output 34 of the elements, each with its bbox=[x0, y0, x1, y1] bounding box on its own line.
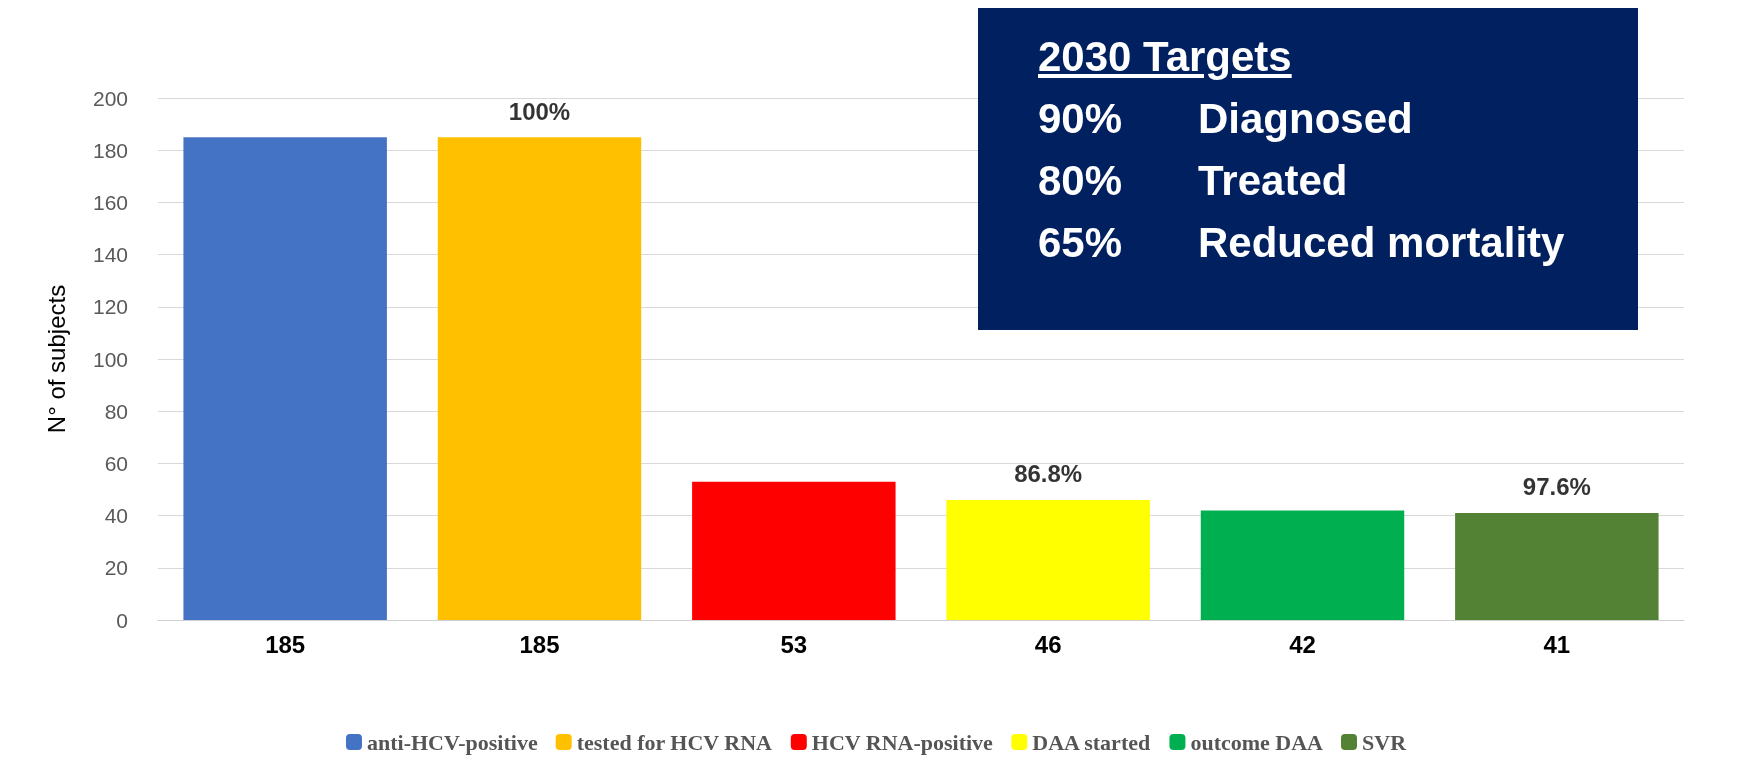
y-tick-label: 40 bbox=[104, 504, 128, 528]
annotation: 86.8% bbox=[1014, 460, 1083, 488]
annotation: Diagnosed bbox=[1198, 94, 1413, 144]
data-label: 46 bbox=[1034, 630, 1062, 658]
y-tick-label: 60 bbox=[104, 451, 128, 475]
y-tick-label: 20 bbox=[104, 556, 128, 580]
y-tick-label: 180 bbox=[92, 138, 128, 162]
y-tick-label: 120 bbox=[92, 295, 128, 319]
data-label: 42 bbox=[1289, 630, 1316, 658]
data-label: 185 bbox=[519, 630, 560, 658]
legend-label: SVR bbox=[1362, 729, 1408, 755]
annotation: Treated bbox=[1198, 156, 1348, 206]
annotation: Reduced mortality bbox=[1198, 218, 1565, 268]
annotation: 80% bbox=[1038, 156, 1124, 206]
y-tick-label: 200 bbox=[92, 86, 128, 110]
annotation: 65% bbox=[1038, 218, 1124, 268]
y-tick-label: 100 bbox=[92, 347, 128, 371]
y-axis-title: N° of subjects bbox=[42, 284, 70, 434]
y-tick-label: 80 bbox=[104, 399, 128, 423]
legend-label: anti-HCV-positive bbox=[366, 729, 538, 755]
data-label: 185 bbox=[265, 630, 306, 658]
legend-label: tested for HCV RNA bbox=[576, 729, 773, 755]
text: 2030 Targets bbox=[1038, 33, 1292, 80]
data-label: 53 bbox=[780, 630, 808, 658]
annotation: 90% bbox=[1038, 94, 1124, 144]
annotation: 100% bbox=[508, 97, 571, 125]
annotation: 97.6% bbox=[1522, 473, 1591, 501]
data-label: 41 bbox=[1543, 630, 1571, 658]
legend-label: DAA started bbox=[1032, 729, 1151, 755]
legend-label: outcome DAA bbox=[1190, 729, 1324, 755]
y-tick-label: 0 bbox=[116, 608, 128, 632]
legend-label: HCV RNA-positive bbox=[811, 729, 994, 755]
y-tick-label: 140 bbox=[92, 243, 128, 267]
y-tick-label: 160 bbox=[92, 190, 128, 214]
